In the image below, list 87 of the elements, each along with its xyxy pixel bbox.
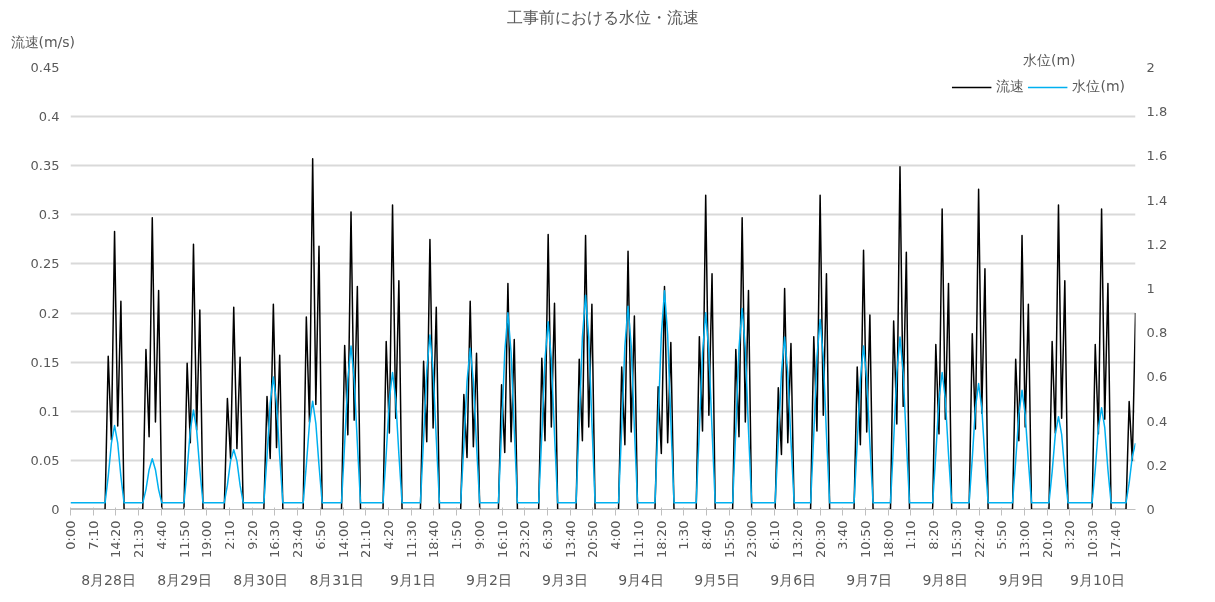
x-tick-label: 23:40	[290, 520, 306, 558]
text: 9月4日	[618, 571, 664, 588]
text: 9月8日	[922, 571, 969, 588]
x-tick-label: 11:50	[176, 520, 192, 558]
x-tick-label: 14:00	[335, 520, 351, 558]
x-tick-label: 13:40	[562, 520, 578, 558]
x-tick-label: 23:20	[517, 520, 533, 558]
x-tick-label: 4:00	[608, 520, 624, 550]
x-tick-label: 16:10	[494, 520, 510, 558]
y2-tick-label: 1	[1146, 281, 1155, 296]
text: 9月1日	[389, 571, 436, 588]
y2-tick-label: 0.2	[1146, 457, 1168, 473]
y-tick-label: 0.3	[38, 207, 60, 223]
text: 8月29日	[157, 571, 212, 588]
x-tick-label: 18:00	[880, 520, 896, 558]
y-axis-title: 流速(m/s)	[10, 33, 76, 50]
x-tick-label: 13:00	[1017, 520, 1033, 558]
text: 9月9日	[998, 571, 1045, 588]
x-tick-label: 17:40	[1107, 520, 1123, 558]
x-tick-label: 15:30	[948, 520, 964, 558]
x-tick-label: 1:30	[676, 520, 692, 550]
x-tick-label: 0:00	[63, 520, 78, 550]
legend-label: 水位(m)	[1072, 78, 1125, 96]
y-tick-label: 0.2	[38, 305, 60, 321]
x-tick-label: 18:40	[426, 520, 442, 558]
x-tick-label: 22:40	[971, 520, 987, 558]
y-tick-label: 0.45	[30, 60, 60, 75]
x-tick-label: 6:30	[540, 520, 556, 550]
text: 9月7日	[846, 571, 893, 588]
y2-tick-label: 0.8	[1146, 325, 1168, 341]
x-tick-label: 21:10	[358, 520, 374, 558]
x-tick-label: 8:20	[926, 520, 942, 550]
y-tick-label: 0.15	[30, 354, 60, 370]
x-tick-label: 9:20	[244, 520, 260, 550]
x-tick-label: 16:30	[267, 520, 283, 558]
y2-tick-label: 1.2	[1146, 236, 1168, 252]
y2-axis-title: 水位(m)	[1022, 51, 1076, 68]
y2-tick-label: 1.6	[1146, 148, 1168, 164]
x-tick-label: 20:10	[1039, 520, 1055, 558]
y-tick-label: 0.1	[38, 403, 60, 419]
x-tick-label: 15:50	[721, 520, 737, 558]
x-tick-label: 18:20	[653, 520, 669, 558]
x-tick-label: 2:10	[222, 520, 238, 550]
x-tick-label: 10:50	[858, 520, 874, 558]
text: 9月10日	[1070, 571, 1125, 588]
y2-tick-label: 0.4	[1146, 413, 1168, 429]
x-tick-label: 8:40	[699, 520, 715, 550]
x-tick-label: 3:40	[835, 520, 851, 550]
x-tick-label: 4:40	[153, 520, 169, 550]
text: 9月2日	[465, 571, 512, 588]
x-tick-label: 23:00	[744, 520, 760, 558]
x-tick-label: 3:20	[1062, 520, 1078, 550]
y-tick-label: 0.4	[38, 109, 60, 125]
text: 9月6日	[770, 571, 817, 588]
y2-tick-label: 0	[1146, 502, 1155, 517]
x-tick-label: 9:00	[471, 520, 487, 550]
x-tick-label: 20:50	[585, 520, 601, 558]
text: 8月31日	[309, 571, 365, 588]
x-tick-label: 14:20	[108, 520, 124, 558]
y-tick-label: 0.35	[30, 158, 60, 174]
y-tick-label: 0.05	[30, 452, 60, 468]
x-tick-label: 1:50	[449, 520, 465, 550]
x-tick-label: 13:20	[789, 520, 805, 558]
y-tick-label: 0	[51, 502, 60, 517]
legend-label: 流速	[996, 78, 1025, 96]
y2-tick-label: 2	[1146, 60, 1155, 75]
x-tick-label: 21:30	[131, 520, 147, 558]
x-tick-label: 6:10	[767, 520, 783, 550]
x-tick-label: 10:30	[1085, 520, 1101, 558]
x-tick-label: 6:50	[312, 520, 328, 550]
text: 9月3日	[542, 571, 588, 588]
y2-tick-label: 1.8	[1146, 104, 1168, 120]
text: 8月30日	[233, 571, 289, 588]
text: 9月5日	[694, 571, 741, 588]
x-tick-label: 4:20	[381, 520, 397, 550]
x-tick-label: 5:50	[994, 520, 1010, 550]
y2-tick-label: 1.4	[1146, 192, 1168, 208]
x-tick-label: 1:10	[903, 520, 919, 550]
x-tick-label: 19:00	[199, 520, 215, 558]
chart-title: 工事前における水位・流速	[507, 7, 699, 27]
y-tick-label: 0.25	[30, 256, 60, 272]
x-tick-label: 20:30	[812, 520, 828, 558]
x-tick-label: 11:30	[403, 520, 419, 558]
text: 8月28日	[81, 571, 136, 588]
y2-tick-label: 0.6	[1146, 369, 1168, 385]
x-tick-label: 7:10	[85, 520, 101, 550]
x-tick-label: 11:10	[630, 520, 646, 558]
